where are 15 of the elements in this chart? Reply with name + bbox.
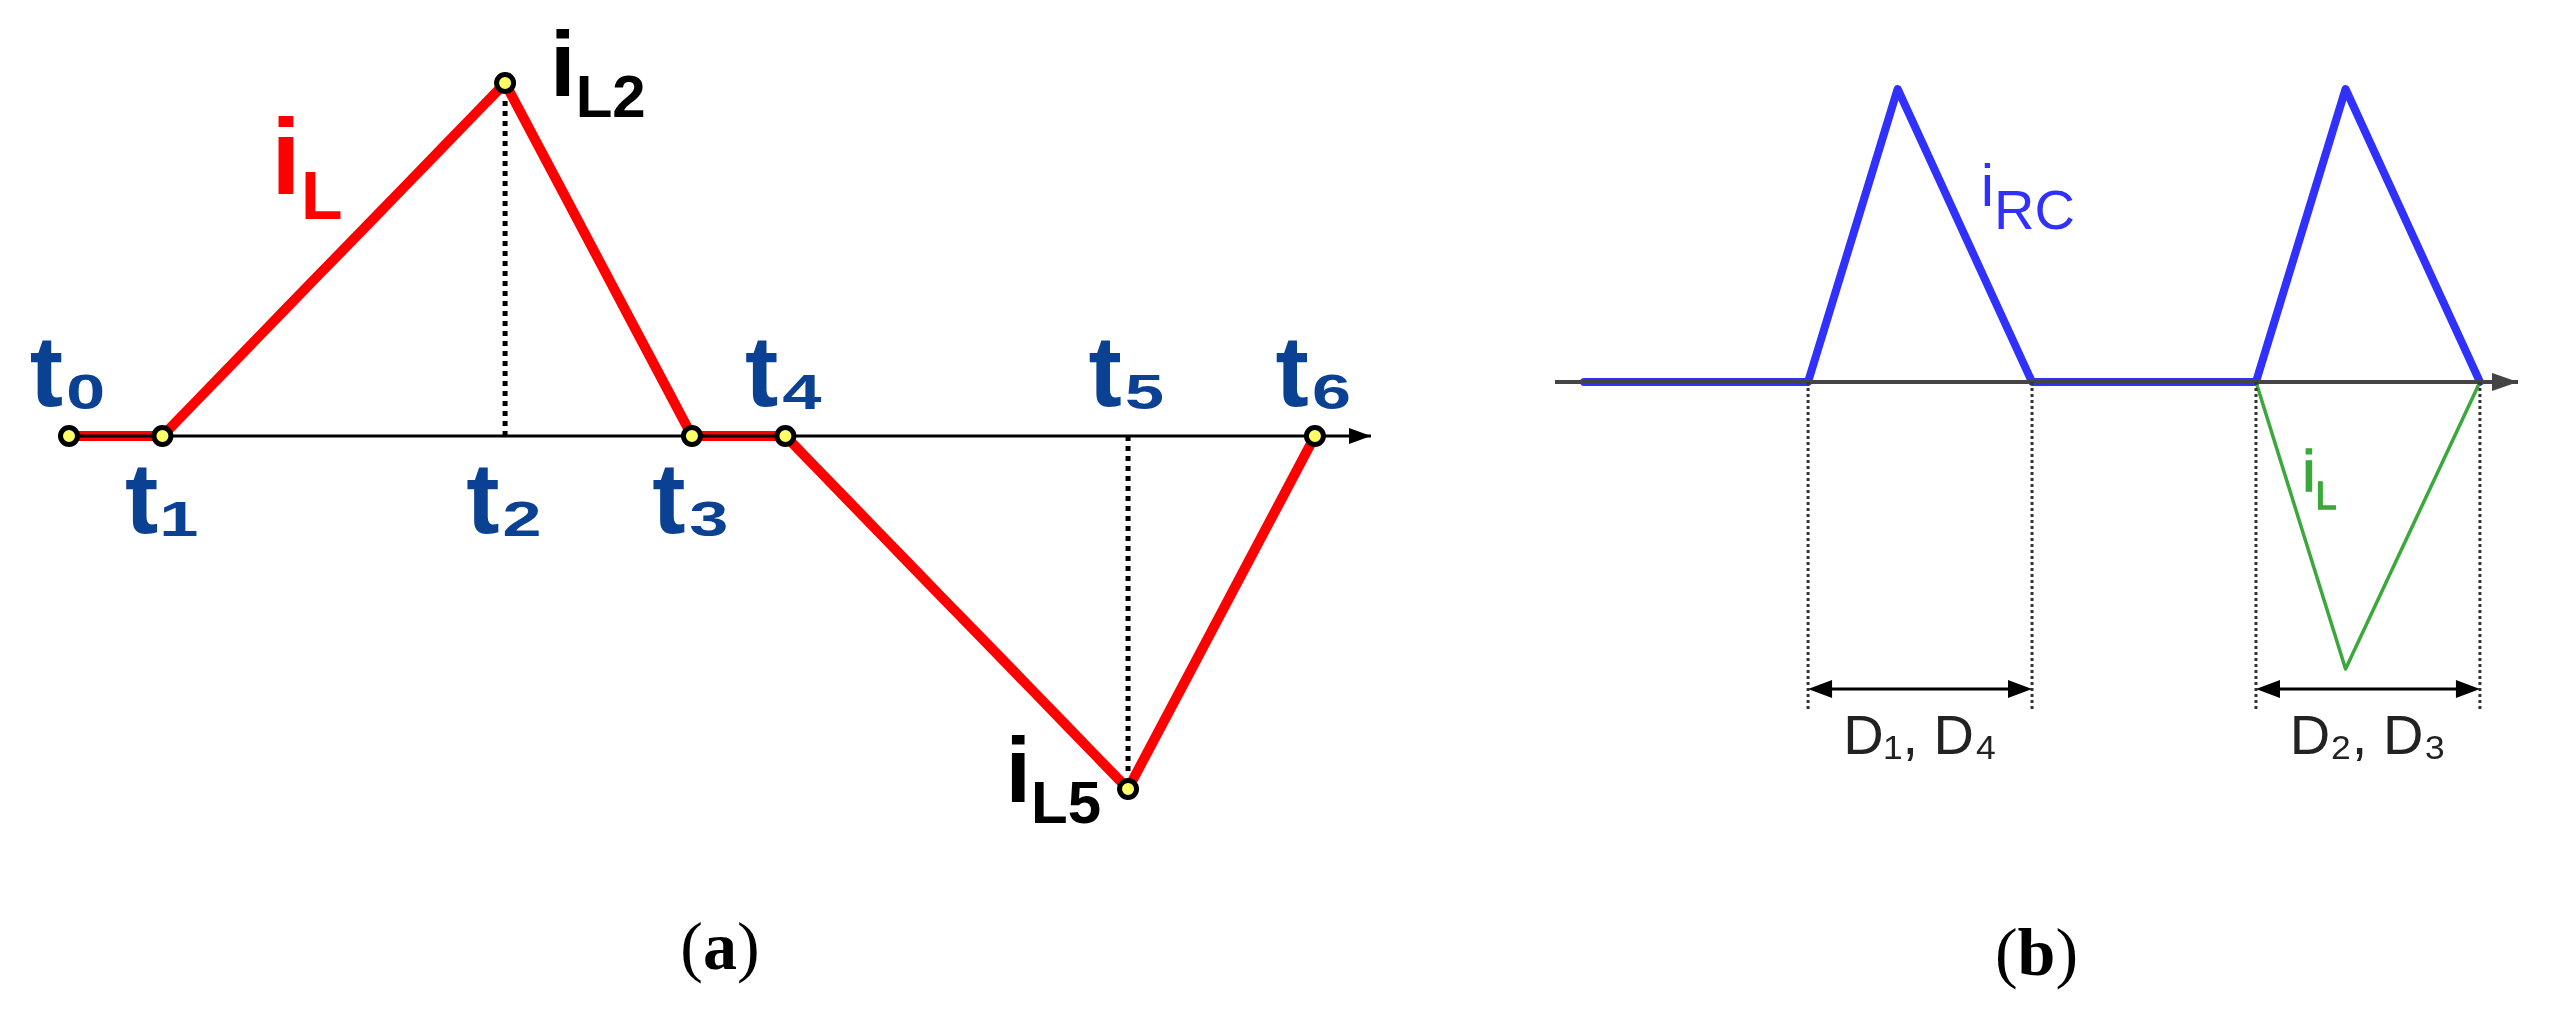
x-tick-label: t₂ (466, 442, 544, 554)
series-label: i$_{L}$ (2302, 438, 2337, 517)
text: (a) (680, 908, 760, 984)
series-label: i$_{L}$ (271, 96, 343, 233)
x-tick-label: t₄ (744, 315, 826, 427)
x-tick-label: t₃ (652, 442, 732, 554)
annotation: i$_{L2}$ (550, 13, 646, 130)
x-tick-label: t₁ (125, 442, 200, 554)
annotation: i$_{L5}$ (1005, 719, 1102, 836)
text: D₂, D₃ (2289, 702, 2447, 766)
text: D₁, D₄ (1843, 702, 1997, 766)
x-tick-label: t₆ (1275, 315, 1355, 427)
x-tick-label: t₀ (29, 315, 109, 427)
text: (b) (1994, 914, 2079, 990)
x-tick-label: t₅ (1088, 315, 1168, 427)
